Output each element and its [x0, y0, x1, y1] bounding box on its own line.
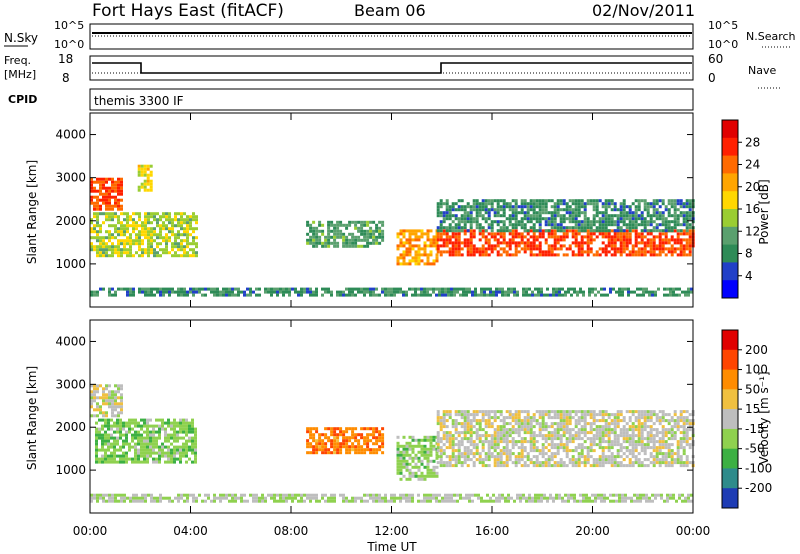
- nave-tick-bottom: 0: [708, 71, 716, 85]
- velocity-colorbar-swatch: [722, 448, 738, 469]
- nave-label: Nave: [748, 64, 776, 77]
- x-tick-label: 20:00: [575, 524, 610, 538]
- power-colorbar-swatch: [722, 209, 738, 228]
- nave-tick-top: 60: [708, 52, 723, 66]
- nsearch-label: N.Search: [746, 30, 796, 43]
- power-region-4: [396, 229, 439, 266]
- power-panel: Slant Range [km]: [25, 112, 695, 308]
- power-colorbar-swatch: [722, 120, 738, 139]
- power-ytick: 3000: [55, 171, 86, 185]
- velocity-region-5: [90, 493, 693, 503]
- velocity-data: [90, 384, 695, 503]
- velocity-colorbar-tick: -15: [745, 422, 765, 436]
- velocity-ytick: 2000: [55, 420, 86, 434]
- velocity-ylabel: Slant Range [km]: [25, 366, 39, 470]
- power-colorbar: 28 24 20 16 12 8 4: [721, 119, 760, 299]
- x-axis-ticks: 00:00 04:00 08:00 12:00 16:00 20:00 00:00: [73, 113, 711, 538]
- velocity-ytick: 3000: [55, 377, 86, 391]
- velocity-region-2: [306, 427, 385, 455]
- freq-tick-top: 18: [58, 52, 73, 66]
- x-tick-label: 12:00: [374, 524, 409, 538]
- power-colorbar-tick: 4: [745, 269, 753, 283]
- power-ytick: 1000: [55, 257, 86, 271]
- power-region-2: [137, 164, 153, 192]
- power-region-6: [436, 199, 695, 233]
- velocity-colorbar-label: Velocity [m s⁻¹]: [757, 371, 771, 464]
- velocity-colorbar-swatch: [722, 468, 738, 489]
- velocity-colorbar-tick: 200: [745, 343, 768, 357]
- power-colorbar-swatch: [722, 173, 738, 192]
- velocity-region-3: [396, 435, 439, 481]
- power-data: [90, 164, 695, 297]
- power-colorbar-tick: 24: [745, 158, 760, 172]
- freq-panel: Freq. [MHz] 18 8 60 0 Nave: [4, 52, 780, 89]
- cpid-panel: CPID themis 3300 IF: [8, 88, 694, 111]
- velocity-colorbar-swatch: [722, 389, 738, 410]
- power-ylabel: Slant Range [km]: [25, 160, 39, 264]
- velocity-region-0: [90, 384, 123, 418]
- velocity-colorbar-tick: 15: [745, 402, 760, 416]
- power-yticks: 4000 3000 2000 1000: [55, 128, 693, 271]
- nsky-label: N.Sky: [4, 31, 38, 45]
- cpid-label: CPID: [8, 93, 37, 106]
- nsky-tick-bottom: 10^0: [54, 38, 84, 51]
- power-colorbar-label: Power [dB]: [757, 179, 771, 244]
- beam-label: Beam 06: [354, 1, 426, 20]
- velocity-colorbar-tick: -100: [745, 461, 772, 475]
- velocity-ytick: 1000: [55, 463, 86, 477]
- velocity-colorbar-tick: 50: [745, 382, 760, 396]
- x-tick-label: 16:00: [475, 524, 510, 538]
- power-colorbar-swatch: [722, 226, 738, 246]
- velocity-ytick: 4000: [55, 334, 86, 348]
- velocity-colorbar-swatch: [722, 349, 738, 371]
- x-tick-label: 04:00: [173, 524, 208, 538]
- velocity-colorbar-swatch: [722, 488, 738, 509]
- power-colorbar-tick: 28: [745, 135, 760, 149]
- velocity-colorbar-tick: -200: [745, 481, 772, 495]
- power-colorbar-swatch: [722, 280, 738, 299]
- freq-unit: [MHz]: [4, 68, 36, 81]
- power-colorbar-swatch: [722, 244, 738, 263]
- power-region-3: [306, 220, 385, 248]
- x-axis-label: Time UT: [366, 540, 417, 554]
- velocity-colorbar-swatch: [722, 369, 738, 390]
- freq-trace: [92, 62, 692, 74]
- power-colorbar-swatch: [722, 262, 738, 281]
- power-region-0: [90, 177, 123, 211]
- power-colorbar-tick: 16: [745, 202, 760, 216]
- velocity-colorbar-tick: -50: [745, 442, 765, 456]
- power-colorbar-tick: 8: [745, 247, 753, 261]
- freq-label: Freq.: [4, 54, 31, 67]
- power-region-7: [90, 287, 693, 297]
- velocity-colorbar-swatch: [722, 428, 738, 450]
- x-tick-label: 08:00: [274, 524, 309, 538]
- velocity-region-4: [436, 410, 695, 468]
- velocity-colorbar: 200 100 50 15 -15 -50 -100 -200: [721, 329, 772, 509]
- power-ytick: 2000: [55, 214, 86, 228]
- velocity-colorbar-swatch: [722, 330, 738, 351]
- nsearch-tick-top: 10^5: [708, 19, 738, 32]
- power-colorbar-tick: 20: [745, 180, 760, 194]
- nsky-tick-top: 10^5: [54, 19, 84, 32]
- x-tick-label: 00:00: [73, 524, 108, 538]
- nsearch-tick-bottom: 10^0: [708, 38, 738, 51]
- power-colorbar-swatch: [722, 155, 738, 174]
- velocity-region-1: [95, 418, 197, 464]
- power-colorbar-swatch: [722, 137, 738, 157]
- freq-tick-bottom: 8: [62, 71, 70, 85]
- velocity-yticks: 4000 3000 2000 1000: [55, 334, 693, 477]
- power-region-1: [90, 212, 198, 258]
- noise-panel: N.Sky 10^5 10^0 10^5 10^0 N.Search: [4, 19, 796, 51]
- velocity-panel: Slant Range [km]: [25, 319, 695, 514]
- cpid-value: themis 3300 IF: [94, 94, 184, 108]
- x-tick-label: 00:00: [676, 524, 711, 538]
- date-label: 02/Nov/2011: [592, 1, 695, 20]
- velocity-colorbar-swatch: [722, 409, 738, 430]
- power-colorbar-swatch: [722, 191, 738, 210]
- radar-title: Fort Hays East (fitACF): [92, 1, 284, 21]
- power-colorbar-tick: 12: [745, 224, 760, 238]
- velocity-colorbar-tick: 100: [745, 363, 768, 377]
- power-ytick: 4000: [55, 128, 86, 142]
